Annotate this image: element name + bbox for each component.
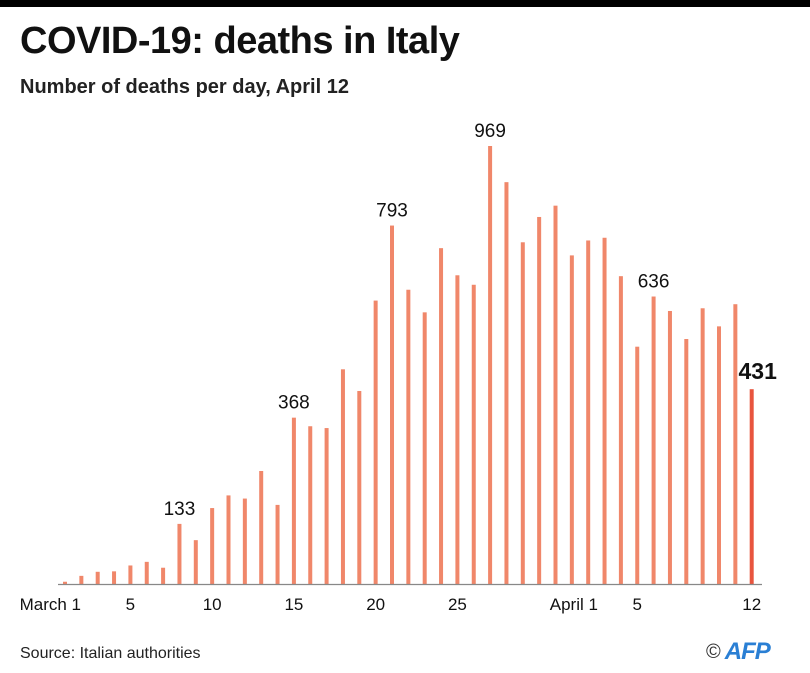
bar-apr-6	[651, 296, 656, 584]
bar-mar-28	[504, 182, 509, 584]
bar-mar-7	[161, 567, 166, 584]
bar-mar-21	[390, 225, 394, 584]
bar-mar-19	[357, 390, 362, 584]
x-tick-march-1: March 1	[20, 595, 81, 614]
bar-apr-5	[635, 346, 640, 584]
bar-mar-18	[340, 369, 345, 584]
data-labels-group: 133 368 793 969 636 431	[164, 121, 777, 520]
bar-apr-9	[700, 308, 705, 584]
bar-mar-31	[553, 205, 558, 584]
bar-mar-8	[177, 523, 182, 584]
x-tick-15: 15	[284, 595, 303, 614]
bar-apr-4	[618, 276, 623, 584]
data-label-969: 969	[474, 121, 506, 142]
bar-apr-3	[602, 237, 607, 584]
bar-mar-17	[324, 428, 329, 584]
source-note: Source: Italian authorities	[20, 645, 201, 662]
bar-mar-14	[275, 504, 280, 584]
bar-mar-24	[439, 248, 444, 585]
bar-mar-3	[95, 571, 100, 584]
bar-mar-2	[79, 575, 84, 584]
bar-mar-23	[422, 312, 427, 584]
copyright-icon: ©	[706, 640, 721, 663]
chart-subtitle: Number of deaths per day, April 12	[20, 76, 349, 98]
x-tick-20: 20	[366, 595, 385, 614]
bar-apr-1	[569, 255, 574, 584]
bar-mar-1	[63, 581, 67, 584]
bar-mar-30	[537, 216, 542, 584]
x-tick-12: 12	[742, 595, 761, 614]
bar-apr-11	[733, 304, 738, 584]
bar-mar-13	[259, 470, 264, 584]
bar-mar-4	[112, 571, 117, 584]
data-label-133: 133	[164, 499, 196, 520]
credit: © AFP	[706, 638, 771, 666]
x-tick-10: 10	[203, 595, 222, 614]
top-rule	[0, 0, 810, 7]
bar-mar-27	[488, 146, 493, 584]
bar-mar-26	[471, 284, 476, 584]
bar-apr-7	[667, 310, 672, 584]
x-tick-april-1: April 1	[550, 595, 598, 614]
chart-title: COVID-19: deaths in Italy	[20, 20, 460, 62]
data-label-636: 636	[638, 272, 670, 293]
bar-mar-11	[226, 495, 231, 584]
x-tick-5: 5	[633, 595, 642, 614]
bar-mar-10	[210, 508, 215, 584]
bar-mar-22	[406, 289, 411, 584]
bar-mar-15	[291, 417, 296, 584]
bar-mar-20	[373, 300, 378, 584]
bar-mar-16	[308, 426, 313, 584]
x-tick-labels-group: March 1 5 10 15 20 25 April 1 5 12	[20, 595, 762, 614]
bar-mar-12	[242, 498, 247, 584]
data-label-368: 368	[278, 393, 310, 414]
bar-apr-12	[749, 389, 754, 584]
afp-logo: AFP	[724, 638, 771, 665]
bar-mar-6	[144, 561, 149, 584]
bar-apr-8	[684, 339, 689, 584]
bar-apr-10	[717, 326, 721, 584]
x-tick-5: 5	[126, 595, 135, 614]
data-label-793: 793	[376, 201, 408, 222]
x-tick-25: 25	[448, 595, 467, 614]
bar-mar-5	[128, 565, 133, 584]
bars-group	[63, 146, 754, 585]
bar-mar-29	[520, 242, 525, 585]
data-label-431: 431	[739, 358, 778, 384]
bar-apr-2	[586, 240, 591, 584]
bar-mar-9	[193, 540, 198, 584]
bar-mar-25	[455, 275, 460, 584]
